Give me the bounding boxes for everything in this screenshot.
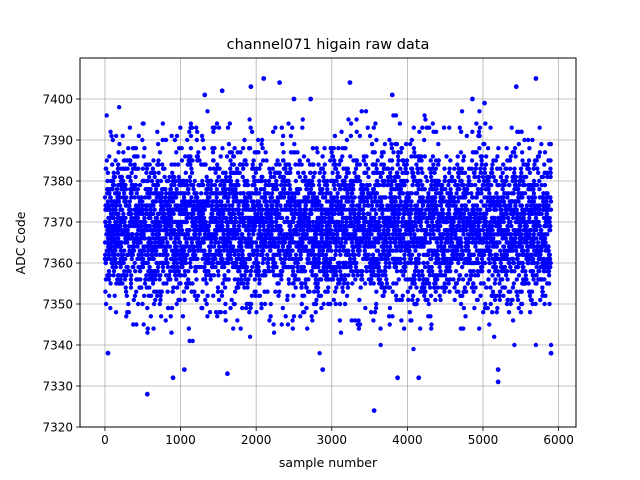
scatter-point bbox=[225, 371, 230, 377]
scatter-point bbox=[395, 375, 400, 381]
y-tick-label: 7390 bbox=[42, 134, 73, 148]
scatter-point bbox=[347, 80, 353, 85]
scatter-point bbox=[261, 76, 267, 81]
scatter-point bbox=[308, 96, 314, 102]
scatter-point bbox=[533, 76, 539, 81]
scatter-point bbox=[291, 96, 297, 102]
scatter-point bbox=[389, 92, 395, 98]
x-tick-label: 1000 bbox=[165, 433, 196, 447]
y-axis-ticks: 7320 7330 7340 7350 7360 7370 7380 7390 7400 bbox=[42, 93, 80, 435]
scatter-point bbox=[416, 375, 422, 381]
scatter-series bbox=[102, 76, 554, 413]
x-tick-label: 5000 bbox=[468, 433, 499, 447]
y-tick-label: 7400 bbox=[42, 93, 73, 107]
chart-title: channel071 higain raw data bbox=[227, 37, 430, 53]
y-tick-label: 7370 bbox=[42, 216, 73, 230]
y-tick-label: 7340 bbox=[42, 339, 73, 353]
x-tick-label: 6000 bbox=[543, 433, 574, 447]
x-axis-ticks: 0 1000 2000 3000 4000 5000 6000 bbox=[101, 427, 574, 447]
y-axis-label: ADC Code bbox=[13, 211, 28, 274]
scatter-point bbox=[470, 96, 475, 102]
scatter-point bbox=[482, 100, 487, 106]
scatter-point bbox=[181, 367, 187, 372]
scatter-point bbox=[105, 350, 111, 356]
y-tick-label: 7350 bbox=[42, 298, 73, 312]
scatter-point bbox=[277, 80, 283, 85]
scatter-point bbox=[170, 375, 176, 381]
scatter-point bbox=[144, 391, 150, 397]
x-tick-label: 0 bbox=[101, 433, 109, 447]
x-tick-label: 4000 bbox=[392, 433, 423, 447]
y-tick-label: 7320 bbox=[42, 421, 73, 435]
y-tick-label: 7380 bbox=[42, 175, 73, 189]
plot-frame bbox=[79, 57, 577, 428]
scatter-point bbox=[202, 92, 208, 98]
x-tick-label: 2000 bbox=[241, 433, 272, 447]
scatter-point bbox=[495, 367, 501, 372]
scatter-point bbox=[320, 367, 326, 372]
x-tick-label: 3000 bbox=[317, 433, 348, 447]
scatter-point bbox=[371, 408, 377, 413]
y-tick-label: 7360 bbox=[42, 257, 73, 271]
scatter-point bbox=[248, 84, 254, 90]
scatter-point bbox=[513, 84, 519, 90]
x-axis-label: sample number bbox=[279, 455, 378, 470]
scatter-points bbox=[102, 104, 554, 356]
scatter-point bbox=[548, 350, 554, 356]
scatter-point bbox=[495, 379, 501, 385]
y-tick-label: 7330 bbox=[42, 380, 73, 394]
scatter-point bbox=[219, 88, 225, 94]
